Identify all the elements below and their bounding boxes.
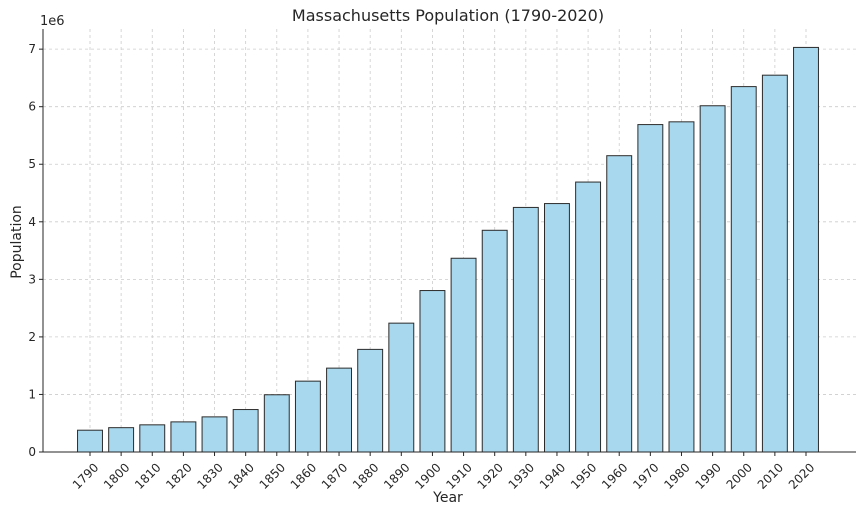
x-tick-label: 1930 <box>506 460 537 491</box>
x-tick-label: 1840 <box>225 460 256 491</box>
y-tick-label: 7 <box>28 42 36 56</box>
x-tick-label: 1870 <box>319 460 350 491</box>
bar-1920 <box>481 229 508 453</box>
x-tick-label: 2000 <box>724 460 755 491</box>
bar-2000 <box>730 86 757 453</box>
bar-1820 <box>170 421 197 453</box>
x-tick-label: 1880 <box>350 460 381 491</box>
x-tick-label: 1850 <box>257 460 288 491</box>
bar-1940 <box>544 203 570 453</box>
bar-1850 <box>263 394 290 453</box>
y-multiplier-label: 1e6 <box>40 14 65 29</box>
bar-1800 <box>108 427 135 453</box>
bar-1840 <box>232 409 259 453</box>
x-tick-label: 1970 <box>630 460 661 491</box>
bar-1860 <box>294 380 321 453</box>
x-tick-label: 1950 <box>568 460 599 491</box>
chart-title: Massachusetts Population (1790-2020) <box>292 6 604 25</box>
y-tick-label: 0 <box>28 445 36 459</box>
x-tick-label: 1790 <box>70 460 101 491</box>
bar-1900 <box>419 290 446 453</box>
bar-1870 <box>326 367 352 453</box>
y-axis-label: Population <box>9 205 25 279</box>
x-tick-label: 1960 <box>599 460 630 491</box>
x-tick-label: 1990 <box>692 460 723 491</box>
bars <box>77 46 819 453</box>
x-tick-label: 1940 <box>537 460 568 491</box>
bar-1960 <box>606 155 633 453</box>
x-tick-label: 2020 <box>786 460 817 491</box>
y-tick-label: 6 <box>28 100 36 114</box>
x-tick-label: 1830 <box>194 460 225 491</box>
y-ticks: 0 1 2 3 4 5 6 7 <box>28 42 43 459</box>
x-tick-label: 1910 <box>443 460 474 491</box>
x-ticks: 1790 1800 1810 1820 1830 1840 1850 1860 1870 1880… <box>70 452 817 492</box>
bar-2020 <box>793 46 819 453</box>
bar-1930 <box>512 206 539 453</box>
y-tick-label: 5 <box>28 157 36 171</box>
bar-1810 <box>139 424 166 453</box>
bar-2010 <box>761 74 788 453</box>
bar-1980 <box>668 121 695 453</box>
x-tick-label: 1810 <box>132 460 163 491</box>
bar-1790 <box>77 429 103 453</box>
y-tick-label: 2 <box>28 330 36 344</box>
bar-1880 <box>357 348 384 453</box>
x-tick-label: 2010 <box>755 460 786 491</box>
bar-1910 <box>450 257 477 453</box>
bar-1990 <box>699 105 726 453</box>
y-tick-label: 3 <box>28 272 36 286</box>
y-tick-label: 1 <box>28 387 36 401</box>
x-tick-label: 1920 <box>475 460 506 491</box>
x-tick-label: 1890 <box>381 460 412 491</box>
x-axis-label: Year <box>432 490 463 506</box>
bar-1890 <box>388 322 415 453</box>
bar-1950 <box>575 181 602 453</box>
y-tick-label: 4 <box>28 215 36 229</box>
bar-1830 <box>201 416 228 453</box>
x-tick-label: 1980 <box>661 460 692 491</box>
bar-1970 <box>637 124 664 453</box>
x-tick-label: 1800 <box>101 460 132 491</box>
x-tick-label: 1820 <box>163 460 194 491</box>
x-tick-label: 1860 <box>288 460 319 491</box>
x-tick-label: 1900 <box>412 460 443 491</box>
